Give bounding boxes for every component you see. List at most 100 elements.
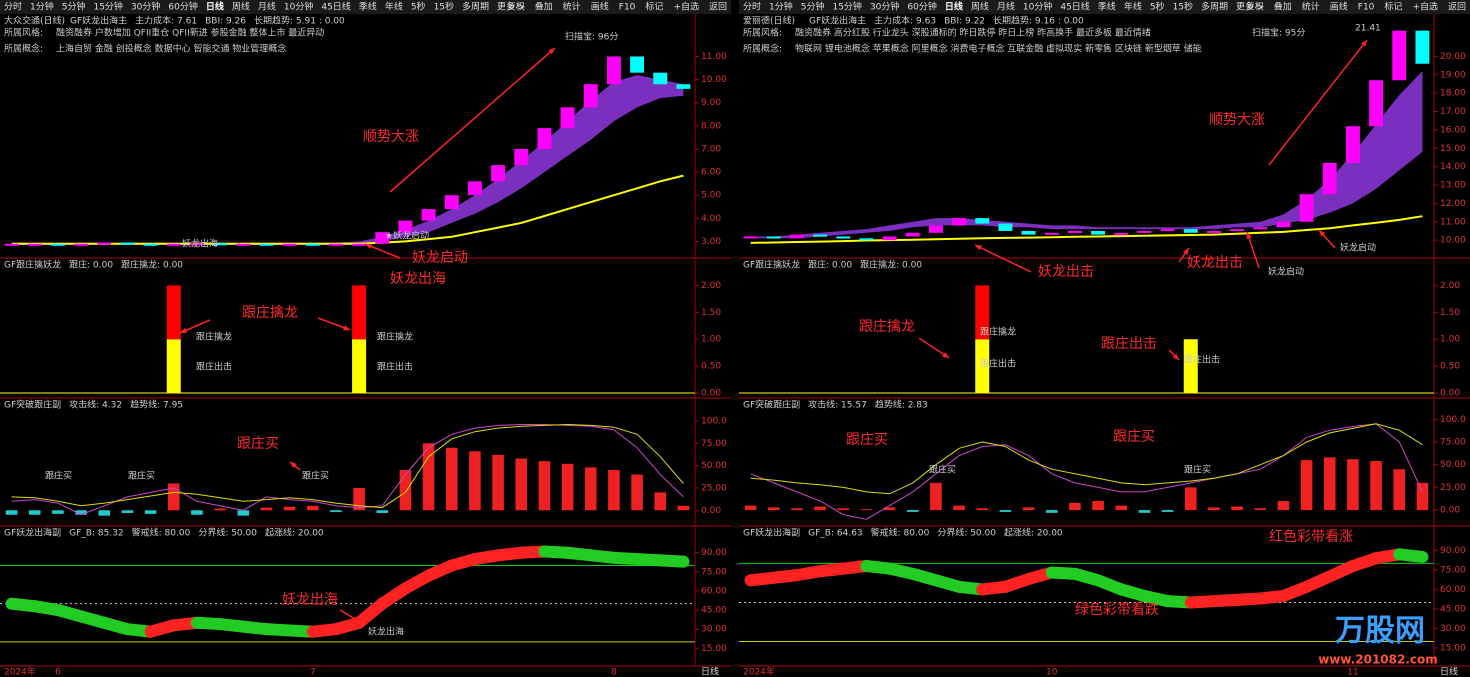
toolbar-button[interactable]: 叠加	[535, 2, 553, 13]
toolbar-tab[interactable]: 45日线	[1060, 1, 1089, 13]
toolbar-tab[interactable]: 年线	[385, 1, 403, 13]
y-tick-label: 60.00	[701, 586, 727, 596]
arrow	[974, 244, 1032, 273]
y-tick-label: 9.00	[701, 98, 721, 108]
indicator-label: 攻击线: 15.57	[808, 399, 867, 411]
candle	[836, 236, 851, 239]
trend-band	[11, 75, 684, 245]
annotation: 跟庄出击	[377, 361, 413, 373]
toolbar	[0, 0, 731, 14]
info-label: 所属风格:	[4, 27, 43, 39]
candle	[50, 243, 65, 246]
indicator-label: GF妖龙出海副	[743, 527, 800, 539]
indicator-label: 主力成本: 7.61	[135, 15, 197, 27]
y-tick-label: 25.00	[701, 483, 727, 493]
toolbar-tab[interactable]: 周线	[232, 1, 250, 13]
bar	[1370, 461, 1382, 511]
candle	[328, 243, 343, 246]
toolbar-tab[interactable]: 年线	[1124, 1, 1142, 13]
y-tick-label: 13.00	[1440, 181, 1466, 191]
toolbar-tab[interactable]: 更多 >	[497, 1, 525, 13]
candle	[928, 225, 943, 233]
candle	[1415, 30, 1430, 64]
arrow-head	[1172, 353, 1179, 360]
toolbar-button[interactable]: 复权	[507, 1, 525, 13]
toolbar-tab[interactable]: 月线	[258, 1, 276, 13]
candle	[630, 56, 645, 73]
y-tick-label: 5.00	[701, 191, 721, 201]
toolbar-tab[interactable]: 60分钟	[168, 1, 197, 13]
toolbar-tab[interactable]: 1分钟	[30, 1, 54, 13]
toolbar-tab[interactable]: 5分钟	[62, 1, 86, 13]
toolbar-tab[interactable]: 多周期	[462, 1, 489, 13]
toolbar-button[interactable]: 返回	[1448, 1, 1466, 13]
toolbar-tab[interactable]: 10分钟	[284, 1, 313, 13]
bar	[538, 461, 551, 511]
y-tick-label: 11.00	[1440, 217, 1466, 227]
candle	[74, 243, 89, 246]
toolbar-button[interactable]: 统计	[563, 1, 581, 13]
y-tick-label: 45.00	[1440, 604, 1466, 614]
toolbar-tab[interactable]: 15秒	[434, 1, 454, 13]
level-label: 警戒线: 80.00	[871, 527, 930, 539]
y-tick-label: 6.00	[701, 168, 721, 178]
bar	[1069, 502, 1081, 511]
attack-line	[750, 423, 1423, 520]
toolbar-tab[interactable]: 1分钟	[769, 1, 793, 13]
bar	[1277, 501, 1290, 511]
toolbar-button[interactable]: +自选	[1412, 1, 1438, 13]
toolbar-tab[interactable]: 分时	[743, 1, 761, 13]
toolbar-tab[interactable]: 45日线	[321, 1, 350, 13]
bar	[237, 510, 250, 516]
toolbar-tab[interactable]: 5秒	[1150, 1, 1165, 13]
toolbar-tab[interactable]: 季线	[359, 1, 377, 13]
toolbar	[739, 0, 1470, 14]
toolbar-tab[interactable]: 日线	[206, 1, 224, 13]
indicator-label: GF突破跟庄副	[4, 399, 61, 411]
toolbar-button[interactable]: 画线	[1330, 1, 1348, 13]
y-tick-label: 20.00	[1440, 52, 1466, 62]
toolbar-tab[interactable]: 分时	[4, 1, 22, 13]
toolbar-button[interactable]: +自选	[673, 1, 699, 13]
candle	[97, 242, 112, 245]
toolbar-button[interactable]: F10	[1358, 3, 1375, 13]
y-tick-label: 75.00	[1440, 565, 1466, 575]
bar	[260, 507, 273, 511]
watermark-brand: 万股网	[1335, 614, 1425, 649]
toolbar-tab[interactable]: 30分钟	[870, 1, 899, 13]
toolbar-button[interactable]: 画线	[591, 1, 609, 13]
toolbar-tab[interactable]: 月线	[997, 1, 1015, 13]
toolbar-tab[interactable]: 日线	[945, 1, 963, 13]
toolbar-tab[interactable]: 30分钟	[131, 1, 160, 13]
toolbar-tab[interactable]: 更多 >	[1236, 1, 1264, 13]
toolbar-button[interactable]: 返回	[709, 1, 727, 13]
toolbar-tab[interactable]: 5秒	[411, 1, 426, 13]
toolbar-button[interactable]: 标记	[1384, 1, 1402, 13]
y-tick-label: 15.00	[1440, 643, 1466, 653]
bar	[1254, 508, 1267, 511]
screen-panel: 分时 1分钟 5分钟 15分钟 30分钟 60分钟 日线 周线 月线 10分钟 45日线 季线 年线 5秒…	[739, 0, 1470, 677]
toolbar-button[interactable]: 复权	[1246, 1, 1264, 13]
annotation: 红色彩带看涨	[1269, 528, 1353, 545]
toolbar-button[interactable]: 统计	[1302, 1, 1320, 13]
annotation: 21.41	[1355, 24, 1381, 34]
toolbar-tab[interactable]: 周线	[971, 1, 989, 13]
toolbar-tab[interactable]: 15分钟	[93, 1, 122, 13]
y-tick-label: 1.00	[701, 335, 721, 345]
toolbar-button[interactable]: F10	[619, 3, 636, 13]
level-label: 分界线: 50.00	[198, 527, 257, 539]
candle	[882, 236, 897, 241]
candle	[743, 236, 758, 239]
toolbar-tab[interactable]: 多周期	[1201, 1, 1228, 13]
toolbar-tab[interactable]: 10分钟	[1023, 1, 1052, 13]
toolbar-tab[interactable]: 5分钟	[801, 1, 825, 13]
toolbar-tab[interactable]: 60分钟	[907, 1, 936, 13]
y-tick-label: 11.00	[701, 52, 727, 62]
toolbar-button[interactable]: 叠加	[1274, 2, 1292, 13]
toolbar-tab[interactable]: 季线	[1098, 1, 1116, 13]
toolbar-button[interactable]: 标记	[645, 1, 663, 13]
y-tick-label: 10.00	[1440, 236, 1466, 246]
toolbar-tab[interactable]: 15秒	[1173, 1, 1193, 13]
arrow-head	[353, 616, 360, 622]
toolbar-tab[interactable]: 15分钟	[832, 1, 861, 13]
